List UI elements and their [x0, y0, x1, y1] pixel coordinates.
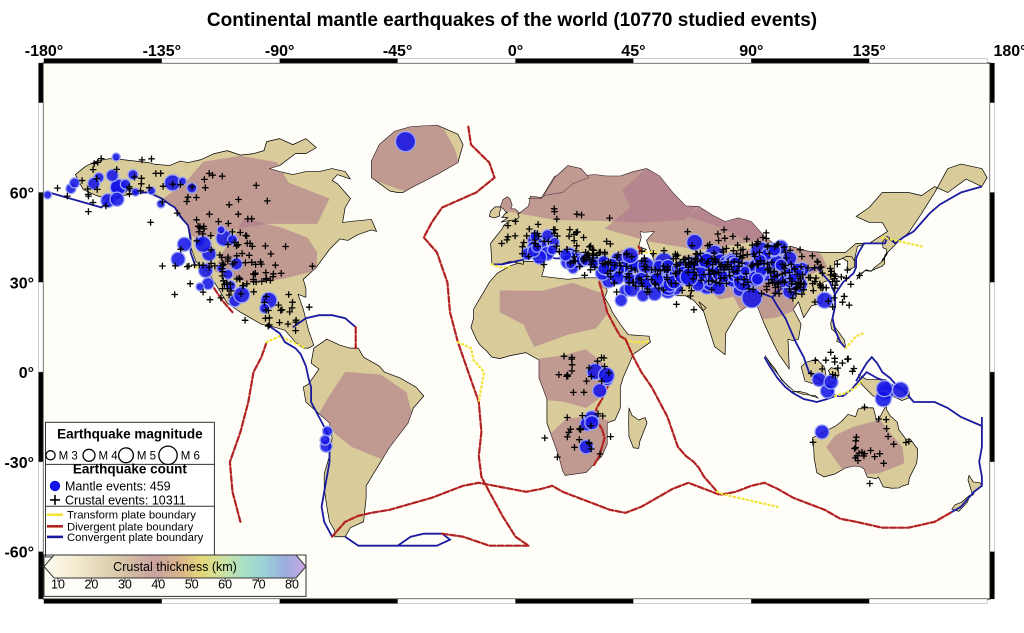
svg-text:50: 50	[185, 578, 199, 592]
svg-text:60°: 60°	[10, 186, 34, 203]
svg-text:Crustal thickness (km): Crustal thickness (km)	[113, 560, 237, 574]
svg-text:-180°: -180°	[25, 43, 63, 60]
svg-text:Transform plate boundary: Transform plate boundary	[67, 510, 196, 522]
svg-text:0°: 0°	[508, 43, 523, 60]
svg-text:Crustal events: 10311: Crustal events: 10311	[65, 493, 186, 507]
svg-text:20: 20	[84, 578, 98, 592]
svg-text:-60°: -60°	[4, 545, 34, 562]
svg-text:80: 80	[285, 578, 299, 592]
svg-text:135°: 135°	[853, 43, 886, 60]
svg-text:-45°: -45°	[383, 43, 413, 60]
svg-text:Mantle events: 459: Mantle events: 459	[65, 479, 171, 493]
svg-text:Earthquake magnitude: Earthquake magnitude	[57, 426, 203, 441]
svg-text:30°: 30°	[10, 275, 34, 292]
svg-text:Convergent plate boundary: Convergent plate boundary	[67, 532, 204, 544]
svg-text:-90°: -90°	[265, 43, 295, 60]
svg-text:45°: 45°	[621, 43, 645, 60]
svg-text:-30°: -30°	[4, 455, 34, 472]
svg-text:30: 30	[118, 578, 132, 592]
svg-text:Earthquake count: Earthquake count	[73, 461, 188, 476]
svg-text:60: 60	[218, 578, 232, 592]
svg-text:40: 40	[151, 578, 165, 592]
svg-text:90°: 90°	[739, 43, 763, 60]
svg-text:-135°: -135°	[143, 43, 181, 60]
svg-text:0°: 0°	[19, 365, 34, 382]
svg-text:70: 70	[252, 578, 266, 592]
svg-text:10: 10	[51, 578, 65, 592]
svg-text:180°: 180°	[993, 43, 1024, 60]
